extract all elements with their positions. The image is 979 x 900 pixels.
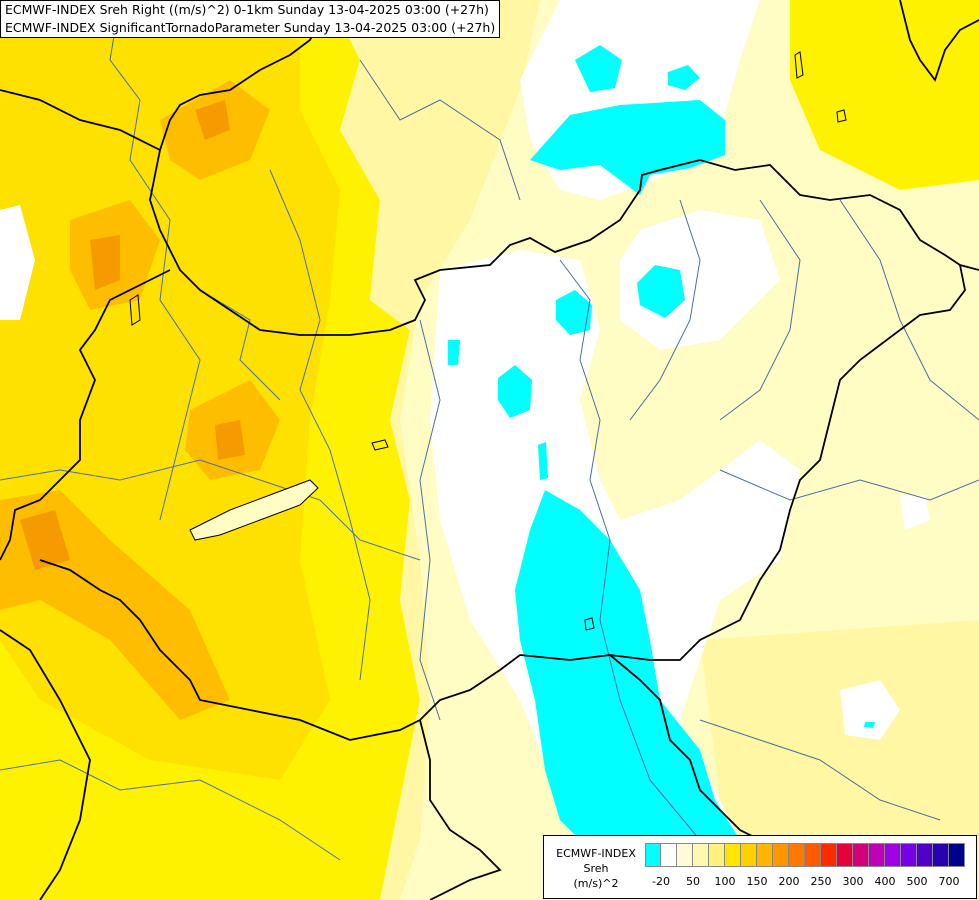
legend-tick-label: 700 xyxy=(938,875,960,888)
legend-swatch xyxy=(693,843,709,867)
legend-swatch xyxy=(725,843,741,867)
river-6 xyxy=(629,199,701,421)
legend-swatch xyxy=(949,843,965,867)
legend-tick-label: -20 xyxy=(652,875,670,888)
legend-tick-label: 200 xyxy=(778,875,800,888)
river-4 xyxy=(419,319,441,721)
white-spot-west xyxy=(0,205,35,320)
legend-parameter: Sreh xyxy=(583,862,609,875)
border-west-north xyxy=(0,0,331,152)
legend-swatch xyxy=(917,843,933,867)
lake-small-1 xyxy=(371,439,389,451)
legend-swatch xyxy=(821,843,837,867)
legend-tick-label: 500 xyxy=(906,875,928,888)
island-ne-1 xyxy=(794,51,804,79)
legend-swatch xyxy=(853,843,869,867)
northeast-yellow xyxy=(790,0,979,190)
river-9 xyxy=(719,469,979,501)
color-legend: ECMWF-INDEX Sreh (m/s)^2 -20 50 100 150 200 2… xyxy=(543,835,977,899)
orange-dark-spot-1 xyxy=(195,100,230,140)
river-11 xyxy=(359,59,521,201)
legend-swatch xyxy=(885,843,901,867)
border-romania-hu xyxy=(419,264,966,900)
border-croatia-hu xyxy=(39,559,421,741)
river-8 xyxy=(839,199,979,421)
river-1 xyxy=(109,0,201,521)
legend-unit: (m/s)^2 xyxy=(573,877,619,890)
legend-swatches xyxy=(645,843,965,867)
south-yellow xyxy=(700,620,979,900)
white-spot-east xyxy=(900,495,930,530)
legend-swatch xyxy=(757,843,773,867)
map-title-line2: ECMWF-INDEX SignificantTornadoParameter … xyxy=(5,20,496,35)
cyan-zone-8 xyxy=(538,442,548,480)
island-ne-2 xyxy=(836,109,847,123)
river-13 xyxy=(199,289,281,401)
river-7 xyxy=(719,199,801,421)
cyan-spot-southeast xyxy=(864,722,875,728)
legend-swatch xyxy=(933,843,949,867)
white-spot-southeast xyxy=(840,680,900,740)
cyan-zone-5 xyxy=(556,290,592,335)
cyan-zone-4 xyxy=(637,265,685,318)
map-title-line1: ECMWF-INDEX Sreh Right ((m/s)^2) 0-1km S… xyxy=(5,2,489,17)
lake-balaton xyxy=(189,479,319,541)
cyan-zone-6 xyxy=(498,365,532,418)
legend-swatch xyxy=(837,843,853,867)
legend-swatch xyxy=(901,843,917,867)
orange-dark-spot-4 xyxy=(20,510,70,570)
orange-dark-spot-2 xyxy=(90,235,120,290)
cyan-zone-north-1 xyxy=(575,45,622,92)
river-10 xyxy=(699,719,941,821)
legend-ticks: -20 50 100 150 200 250 300 400 500 700 xyxy=(645,875,975,891)
cyan-zone-north-2 xyxy=(668,65,700,90)
cyan-zone-north-3 xyxy=(530,100,725,195)
legend-swatch xyxy=(677,843,693,867)
legend-tick-label: 250 xyxy=(810,875,832,888)
legend-swatch xyxy=(645,843,661,867)
river-2 xyxy=(269,169,371,681)
legend-tick-label: 150 xyxy=(746,875,768,888)
river-3 xyxy=(0,459,421,561)
legend-text: ECMWF-INDEX Sreh (m/s)^2 xyxy=(548,846,644,891)
legend-swatch xyxy=(789,843,805,867)
border-southwest xyxy=(0,629,91,900)
legend-source: ECMWF-INDEX xyxy=(556,847,636,860)
legend-swatch xyxy=(709,843,725,867)
border-west-inner xyxy=(149,149,979,336)
river-5 xyxy=(559,259,701,841)
orange-dark-spot-3 xyxy=(215,420,245,460)
legend-swatch xyxy=(741,843,757,867)
light-yellow-band xyxy=(330,0,540,900)
border-serbia xyxy=(609,654,761,841)
lake-small-3 xyxy=(584,617,595,631)
rivers xyxy=(0,0,979,861)
legend-tick-label: 300 xyxy=(842,875,864,888)
river-12 xyxy=(0,759,341,861)
lake-small-2 xyxy=(129,294,141,326)
cyan-zone-7 xyxy=(448,340,460,365)
legend-swatch xyxy=(869,843,885,867)
legend-swatch xyxy=(805,843,821,867)
border-slovakia-hu xyxy=(0,269,171,561)
map-title-box: ECMWF-INDEX Sreh Right ((m/s)^2) 0-1km S… xyxy=(0,0,501,38)
legend-tick-label: 50 xyxy=(686,875,700,888)
legend-tick-label: 400 xyxy=(874,875,896,888)
cyan-zone-main xyxy=(515,490,740,860)
legend-swatch xyxy=(773,843,789,867)
border-east xyxy=(899,0,979,82)
legend-tick-label: 100 xyxy=(714,875,736,888)
legend-swatch xyxy=(661,843,677,867)
